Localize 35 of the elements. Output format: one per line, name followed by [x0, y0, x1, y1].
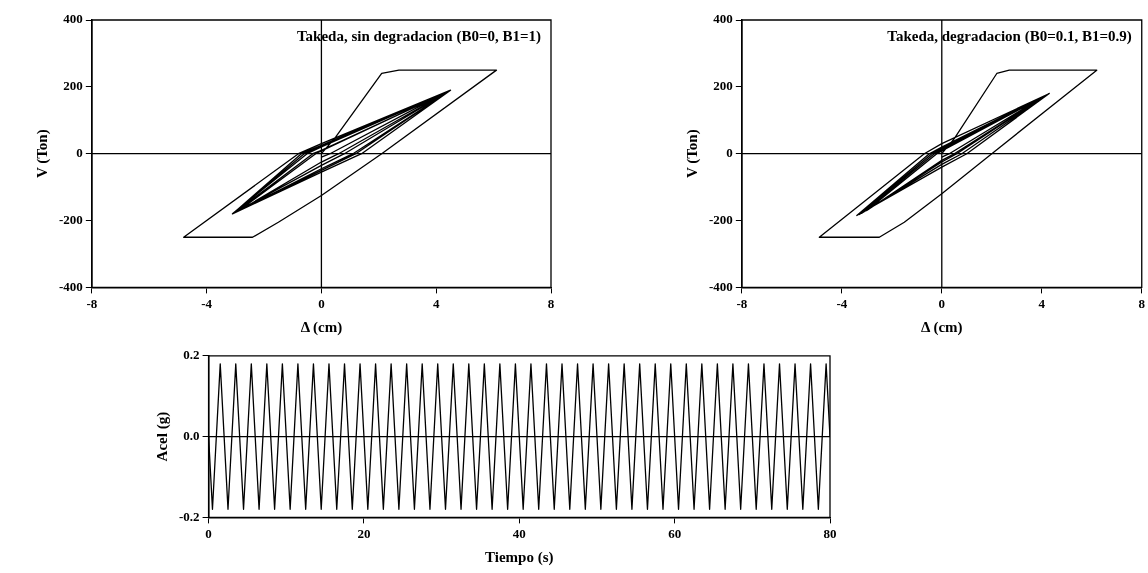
y-tick-label: -400 [708, 278, 733, 294]
x-tick-label: 40 [512, 525, 526, 541]
y-tick-label: 0.0 [183, 427, 200, 443]
x-tick-label: 0 [205, 525, 212, 541]
x-tick-label: -4 [201, 295, 213, 311]
y-axis-title: Acel (g) [153, 411, 171, 462]
x-tick-label: 8 [1138, 295, 1146, 311]
x-axis-title: Δ (cm) [300, 318, 343, 336]
x-tick-label: -8 [86, 295, 98, 311]
y-tick-label: 400 [63, 11, 83, 27]
text: Takeda, degradacion (B0=0.1, B1=0.9) [887, 28, 1132, 46]
x-tick-label: 0 [318, 295, 325, 311]
y-tick-label: 200 [63, 78, 83, 94]
x-tick-label: -4 [836, 295, 848, 311]
y-tick-label: -400 [58, 278, 83, 294]
y-tick-label: -0.2 [178, 508, 200, 524]
x-tick-label: 4 [1038, 295, 1046, 311]
x-axis-title: Tiempo (s) [485, 548, 554, 566]
y-tick-label: 0 [76, 145, 83, 161]
x-tick-label: 20 [357, 525, 371, 541]
x-tick-label: 8 [547, 295, 555, 311]
x-tick-label: 60 [668, 525, 682, 541]
y-tick-label: -200 [708, 211, 733, 227]
y-tick-label: 400 [713, 11, 733, 27]
y-axis-title: V (Ton) [683, 129, 701, 179]
y-tick-label: -200 [58, 211, 83, 227]
y-axis-title: V (Ton) [33, 129, 51, 179]
x-tick-label: 0 [938, 295, 946, 311]
x-tick-label: -8 [736, 295, 748, 311]
x-tick-label: 80 [823, 525, 837, 541]
x-axis-title: Δ (cm) [921, 318, 963, 336]
y-tick-label: 200 [713, 78, 733, 94]
y-tick-label: 0 [726, 145, 733, 161]
x-tick-label: 4 [432, 295, 440, 311]
y-tick-label: 0.2 [183, 347, 200, 363]
